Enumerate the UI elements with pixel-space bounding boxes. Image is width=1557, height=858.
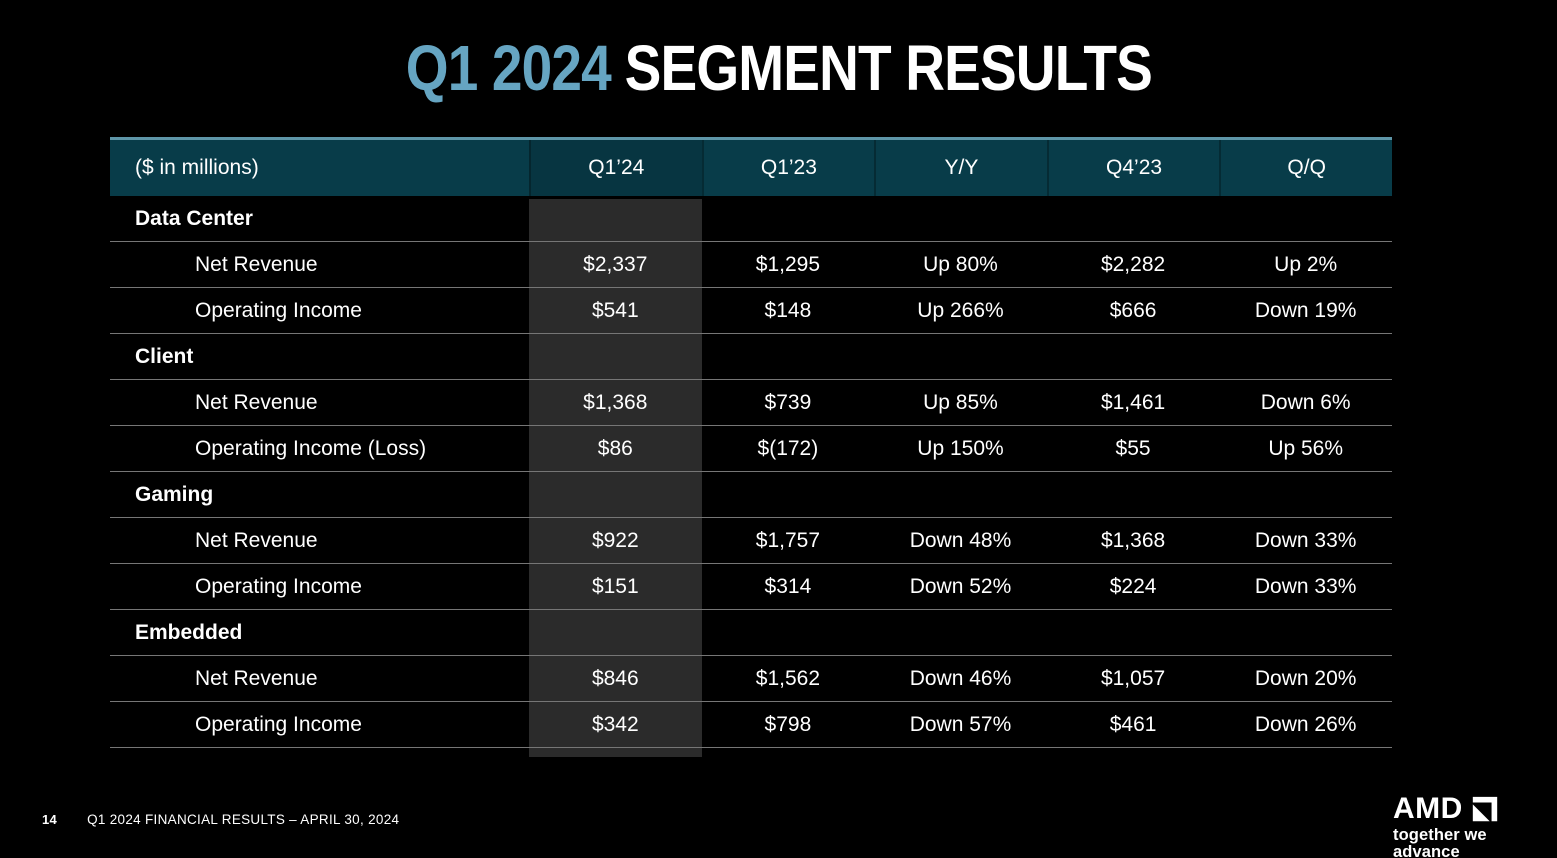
- amd-arrow-logo-icon: [1472, 796, 1498, 822]
- table-row-client-net-revenue: Net Revenue $1,368 $739 Up 85% $1,461 Do…: [110, 380, 1392, 426]
- title-text: SEGMENT RESULTS: [624, 32, 1152, 104]
- table-body: Data Center Net Revenue $2,337 $1,295 Up…: [110, 196, 1392, 748]
- table-row-gaming-operating-income: Operating Income $151 $314 Down 52% $224…: [110, 564, 1392, 610]
- cell-q423: $224: [1109, 574, 1157, 598]
- cell-q124: $541: [591, 298, 639, 322]
- section-row-gaming: Gaming: [110, 472, 1392, 518]
- cell-q123: $739: [764, 390, 812, 414]
- cell-qq: Up 56%: [1268, 436, 1344, 460]
- cell-q123: $314: [764, 574, 812, 598]
- section-row-client: Client: [110, 334, 1392, 380]
- cell-q423: $461: [1109, 712, 1157, 736]
- section-row-data-center: Data Center: [110, 196, 1392, 242]
- section-row-embedded: Embedded: [110, 610, 1392, 656]
- cell-q124: $86: [597, 436, 633, 460]
- table-row-embedded-net-revenue: Net Revenue $846 $1,562 Down 46% $1,057 …: [110, 656, 1392, 702]
- section-label: Data Center: [135, 206, 253, 230]
- cell-q123: $1,757: [755, 528, 820, 552]
- cell-qq: Down 33%: [1254, 574, 1357, 598]
- footer-caption: Q1 2024 FINANCIAL RESULTS – APRIL 30, 20…: [87, 812, 400, 827]
- row-label: Net Revenue: [195, 252, 318, 276]
- cell-yy: Up 150%: [917, 436, 1004, 460]
- table-row-client-operating-income-loss: Operating Income (Loss) $86 $(172) Up 15…: [110, 426, 1392, 472]
- cell-qq: Up 2%: [1274, 252, 1338, 276]
- cell-yy: Down 57%: [909, 712, 1012, 736]
- cell-q423: $1,057: [1100, 666, 1166, 690]
- cell-qq: Down 19%: [1254, 298, 1357, 322]
- cell-yy: Up 80%: [923, 252, 998, 276]
- row-label: Net Revenue: [195, 528, 318, 552]
- cell-q123: $798: [764, 712, 812, 736]
- amd-logo: AMD together we advance_: [1393, 794, 1553, 858]
- q124-column-highlight: [529, 199, 702, 757]
- page-title: Q1 2024 SEGMENT RESULTS: [0, 36, 1557, 100]
- cell-qq: Down 26%: [1254, 712, 1357, 736]
- cell-q124: $922: [591, 528, 639, 552]
- cell-yy: Down 48%: [909, 528, 1012, 552]
- table-row-embedded-operating-income: Operating Income $342 $798 Down 57% $461…: [110, 702, 1392, 748]
- row-label: Operating Income: [195, 712, 362, 736]
- cell-q423: $55: [1115, 436, 1151, 460]
- row-label: Operating Income (Loss): [195, 436, 427, 460]
- page-number: 14: [42, 812, 58, 827]
- amd-wordmark: AMD: [1393, 792, 1463, 825]
- cell-q124: $846: [591, 666, 639, 690]
- column-header-units: ($ in millions): [135, 156, 259, 179]
- title-quarter: Q1 2024: [405, 32, 611, 104]
- cell-q124: $2,337: [583, 252, 648, 276]
- section-label: Embedded: [135, 620, 243, 644]
- column-header-q423: Q4’23: [1046, 140, 1220, 196]
- row-label: Operating Income: [195, 298, 362, 322]
- section-label: Client: [135, 344, 194, 368]
- cell-q423: $666: [1109, 298, 1157, 322]
- table-row-data-center-operating-income: Operating Income $541 $148 Up 266% $666 …: [110, 288, 1392, 334]
- segment-results-table: ($ in millions) Q1’24 Q1’23 Y/Y Q4’23 Q/…: [110, 137, 1392, 757]
- table-row-data-center-net-revenue: Net Revenue $2,337 $1,295 Up 80% $2,282 …: [110, 242, 1392, 288]
- cell-q124: $1,368: [583, 390, 648, 414]
- section-label: Gaming: [135, 482, 214, 506]
- column-header-q124: Q1’24: [529, 140, 702, 196]
- cell-qq: Down 6%: [1260, 390, 1351, 414]
- cell-q423: $2,282: [1100, 252, 1166, 276]
- row-label: Net Revenue: [195, 390, 318, 414]
- cell-yy: Down 46%: [909, 666, 1012, 690]
- cell-q124: $342: [591, 712, 639, 736]
- cell-q123: $1,295: [755, 252, 820, 276]
- cell-q423: $1,368: [1100, 528, 1166, 552]
- column-header-yy: Y/Y: [874, 140, 1047, 196]
- footer: 14 Q1 2024 FINANCIAL RESULTS – APRIL 30,…: [42, 812, 399, 827]
- cell-q124: $151: [591, 574, 639, 598]
- table-header-row: ($ in millions) Q1’24 Q1’23 Y/Y Q4’23 Q/…: [110, 140, 1392, 196]
- column-header-qq: Q/Q: [1219, 140, 1392, 196]
- column-header-q123: Q1’23: [701, 140, 875, 196]
- amd-tagline: together we advance_: [1393, 826, 1487, 858]
- row-label: Net Revenue: [195, 666, 318, 690]
- cell-q423: $1,461: [1100, 390, 1166, 414]
- cell-qq: Down 33%: [1254, 528, 1357, 552]
- cell-yy: Up 85%: [923, 390, 998, 414]
- cell-q123: $1,562: [755, 666, 820, 690]
- cell-qq: Down 20%: [1254, 666, 1357, 690]
- cell-yy: Up 266%: [917, 298, 1004, 322]
- row-label: Operating Income: [195, 574, 362, 598]
- cell-yy: Down 52%: [909, 574, 1012, 598]
- cell-q123: $(172): [757, 436, 819, 460]
- table-row-gaming-net-revenue: Net Revenue $922 $1,757 Down 48% $1,368 …: [110, 518, 1392, 564]
- cell-q123: $148: [764, 298, 812, 322]
